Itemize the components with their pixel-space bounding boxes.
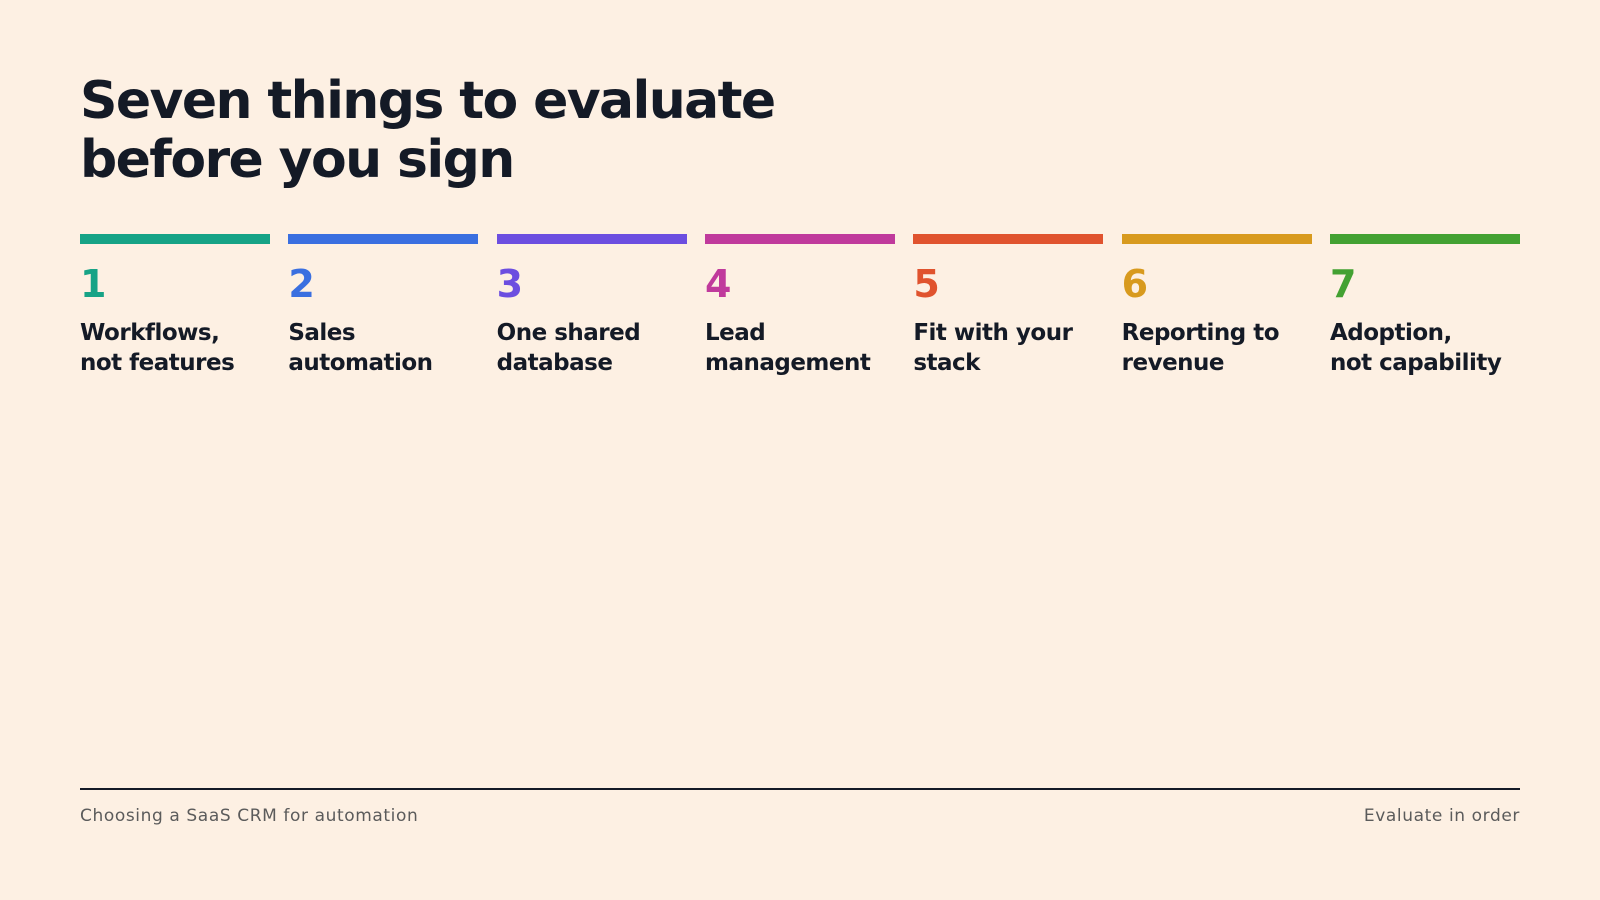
step-2-color-bar [288,234,479,244]
step-4-label-line-1: Lead [704,320,766,346]
step-3-label-line-2: database [496,350,613,376]
footer-divider [80,788,1520,790]
step-6-label-line-2: revenue [1121,350,1225,376]
step-7-label-line-2: not capability [1329,350,1502,376]
step-5-number: 5 [913,262,940,306]
step-5-color-bar [913,234,1104,244]
step-1-label: Workflows, not features [80,318,270,378]
step-1: 1 Workflows, not features [80,234,270,378]
footer-caption: Choosing a SaaS CRM for automation [80,806,419,826]
step-1-color-bar [80,234,270,244]
step-6-label-line-1: Reporting to [1121,320,1280,346]
step-4-number: 4 [704,262,732,306]
step-2-label-line-1: Sales [288,320,356,346]
step-2-number: 2 [288,262,315,306]
step-6-label: Reporting to revenue [1122,318,1312,378]
step-4-label-line-2: management [704,350,871,376]
step-2: 2 Sales automation [288,234,479,378]
step-7-label: Adoption, not capability [1330,318,1520,378]
step-3-color-bar [496,234,687,244]
step-6: 6 Reporting to revenue [1121,234,1312,378]
step-5: 5 Fit with your stack [913,234,1104,378]
steps-row: 1 Workflows, not features 2 Sales automa… [80,234,1520,378]
step-3-label-line-1: One shared [496,320,641,346]
step-3-label: One shared database [497,318,687,378]
step-4: 4 Lead management [704,234,895,378]
step-5-label-line-1: Fit with your [913,320,1073,346]
step-3-number: 3 [496,262,524,306]
step-4-color-bar [704,234,895,244]
page-title-line-2: before you sign [80,130,515,190]
step-7-number: 7 [1329,262,1357,306]
step-2-label: Sales automation [288,318,478,378]
step-1-label-line-2: not features [80,350,235,376]
step-1-label-line-1: Workflows, [80,320,220,346]
step-1-number: 1 [80,262,107,306]
step-5-label-line-2: stack [913,350,980,376]
step-6-color-bar [1121,234,1312,244]
step-3: 3 One shared database [496,234,687,378]
step-5-label: Fit with your stack [913,318,1103,378]
step-4-label: Lead management [705,318,895,378]
step-7: 7 Adoption, not capability [1329,234,1520,378]
step-7-label-line-1: Adoption, [1329,320,1452,346]
page-title: Seven things to evaluate before you sign [80,71,776,190]
page-title-line-1: Seven things to evaluate [80,71,776,131]
step-6-number: 6 [1121,262,1149,306]
footer-note: Evaluate in order [1363,806,1520,826]
step-2-label-line-2: automation [288,350,433,376]
step-7-color-bar [1329,234,1520,244]
